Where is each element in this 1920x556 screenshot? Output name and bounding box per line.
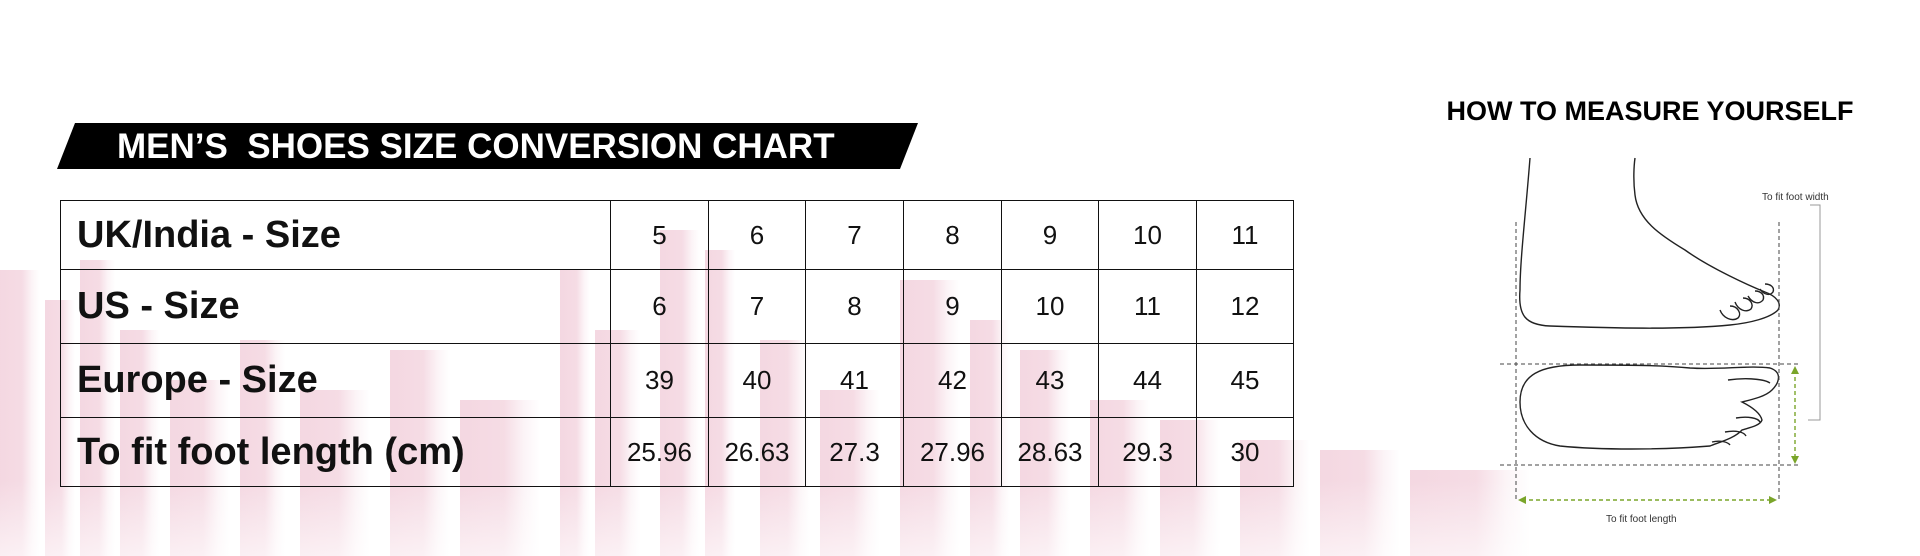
table-cell: 27.3 (805, 417, 904, 487)
foot-length-label: To fit foot length (1606, 514, 1677, 525)
table-cell: 8 (903, 200, 1002, 270)
row-label-europe: Europe - Size (60, 343, 611, 418)
table-cell: 8 (805, 269, 904, 344)
foot-top-view-icon (1519, 364, 1780, 450)
title-banner: MEN’S SHOES SIZE CONVERSION CHART (57, 123, 918, 169)
table-cell: 39 (610, 343, 709, 418)
table-cell: 6 (610, 269, 709, 344)
foot-side-view-icon (1518, 157, 1780, 329)
table-cell: 28.63 (1001, 417, 1099, 487)
table-cell: 25.96 (610, 417, 709, 487)
row-label-uk-india: UK/India - Size (60, 200, 611, 270)
length-arrow-head-right (1769, 496, 1777, 504)
table-cell: 45 (1196, 343, 1294, 418)
chart-title: MEN’S SHOES SIZE CONVERSION CHART (117, 127, 835, 166)
table-cell: 9 (903, 269, 1002, 344)
length-arrow-head-left (1518, 496, 1526, 504)
table-cell: 43 (1001, 343, 1099, 418)
row-label-foot-length: To fit foot length (cm) (60, 417, 611, 487)
table-row: Europe - Size 39 40 41 42 43 44 45 (60, 343, 1294, 418)
width-arrow-head-bottom (1791, 456, 1799, 464)
foot-measurement-diagram (1500, 157, 1821, 504)
table-cell: 7 (708, 269, 806, 344)
table-cell: 6 (708, 200, 806, 270)
table-cell: 30 (1196, 417, 1294, 487)
table-cell: 27.96 (903, 417, 1002, 487)
table-cell: 11 (1196, 200, 1294, 270)
table-row: US - Size 6 7 8 9 10 11 12 (60, 269, 1294, 344)
foot-width-label: To fit foot width (1762, 192, 1829, 203)
table-cell: 12 (1196, 269, 1294, 344)
table-cell: 41 (805, 343, 904, 418)
measure-title: HOW TO MEASURE YOURSELF (1446, 96, 1854, 126)
table-cell: 26.63 (708, 417, 806, 487)
table-cell: 11 (1098, 269, 1197, 344)
row-label-us: US - Size (60, 269, 611, 344)
banner-background (57, 123, 918, 169)
table-cell: 10 (1098, 200, 1197, 270)
width-label-leader (1808, 204, 1821, 421)
table-row: UK/India - Size 5 6 7 8 9 10 11 (60, 200, 1294, 270)
size-conversion-table: UK/India - Size 5 6 7 8 9 10 11 US - Siz… (60, 200, 1294, 487)
table-cell: 7 (805, 200, 904, 270)
table-cell: 5 (610, 200, 709, 270)
table-cell: 42 (903, 343, 1002, 418)
table-cell: 10 (1001, 269, 1099, 344)
table-cell: 44 (1098, 343, 1197, 418)
table-cell: 29.3 (1098, 417, 1197, 487)
width-arrow-head-top (1791, 366, 1799, 374)
table-row: To fit foot length (cm) 25.96 26.63 27.3… (60, 417, 1294, 487)
measurement-guides (1500, 222, 1800, 500)
table-cell: 9 (1001, 200, 1099, 270)
table-cell: 40 (708, 343, 806, 418)
